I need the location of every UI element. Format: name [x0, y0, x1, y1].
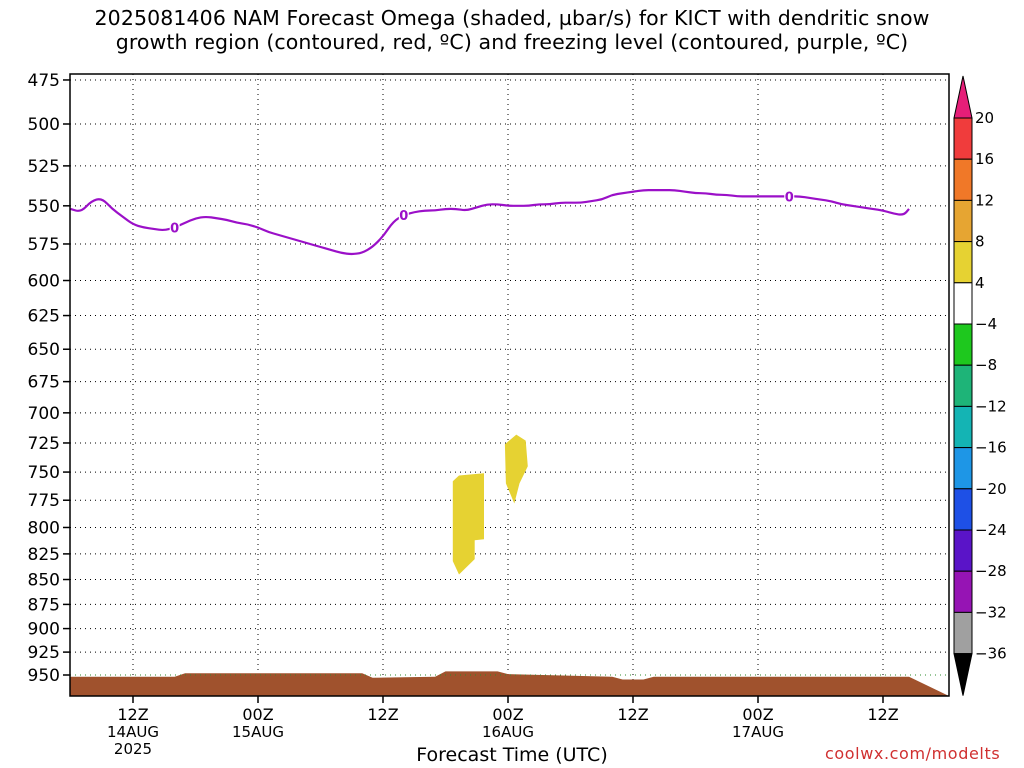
- colorbar-label-11: −24: [975, 521, 1007, 539]
- y-tick-label-850: 850: [28, 571, 60, 591]
- colorbar-segment-6: [953, 323, 973, 366]
- colorbar-label-1: 20: [975, 109, 994, 127]
- colorbar-label-7: −8: [975, 356, 997, 374]
- chart-title: 2025081406 NAM Forecast Omega (shaded, µ…: [0, 6, 1024, 54]
- colorbar: 20 16 12 8 4 −4 −8 −12 −16 −20 −24 −28 −32 −36: [953, 75, 1007, 696]
- freezing-level-label-1: 0: [170, 221, 179, 236]
- watermark: coolwx.com/modelts: [825, 744, 1001, 763]
- x-tick-label-42-1: 00Z: [492, 705, 523, 724]
- colorbar-segment-9: [953, 447, 973, 490]
- grid-lines: [70, 74, 949, 696]
- colorbar-segment-3: [953, 199, 973, 243]
- y-axis: 475 500 525 550 575 600 625 650 675 700 725 750 775 8…: [28, 71, 70, 686]
- x-tick-label-6-3: 2025: [114, 740, 152, 758]
- y-tick-label-500: 500: [28, 115, 60, 135]
- y-tick-label-875: 875: [28, 595, 60, 615]
- colorbar-label-2: 16: [975, 150, 994, 168]
- y-tick-label-525: 525: [28, 157, 60, 177]
- plot-border: [69, 73, 950, 697]
- colorbar-label-5: 4: [975, 274, 985, 292]
- colorbar-segment-11: [953, 529, 973, 572]
- colorbar-label-12: −28: [975, 562, 1007, 580]
- colorbar-label-10: −20: [975, 480, 1007, 498]
- colorbar-label-4: 8: [975, 233, 985, 251]
- colorbar-bottom-arrow: [953, 653, 973, 696]
- x-tick-label-54-1: 12Z: [617, 705, 648, 724]
- x-tick-label-66-2: 17AUG: [732, 723, 784, 741]
- plot-area: [70, 74, 949, 696]
- colorbar-segment-8: [953, 405, 973, 449]
- y-tick-label-775: 775: [28, 491, 60, 511]
- x-tick-label-66-1: 00Z: [742, 705, 773, 724]
- colorbar-label-14: −36: [975, 645, 1007, 663]
- colorbar-label-3: 12: [975, 191, 994, 209]
- y-tick-label-675: 675: [28, 373, 60, 393]
- colorbar-segment-7: [953, 364, 973, 407]
- freezing-level-line: [70, 188, 910, 256]
- freezing-level-label-bg-1: [169, 219, 180, 236]
- omega-shading: [452, 434, 528, 575]
- freezing-level-label-3: 0: [785, 190, 794, 205]
- plot-frame: [69, 73, 950, 697]
- y-tick-label-725: 725: [28, 434, 60, 454]
- y-tick-label-825: 825: [28, 545, 60, 565]
- colorbar-label-13: −32: [975, 603, 1007, 621]
- y-tick-label-650: 650: [28, 340, 60, 360]
- omega-region-1: [452, 473, 484, 575]
- colorbar-segment-2: [953, 158, 973, 201]
- x-tick-label-30-1: 12Z: [367, 705, 398, 724]
- y-tick-label-575: 575: [28, 235, 60, 255]
- y-tick-label-900: 900: [28, 620, 60, 640]
- y-tick-label-600: 600: [28, 272, 60, 292]
- colorbar-segment-13: [953, 611, 973, 655]
- plot-background: [70, 74, 949, 696]
- colorbar-segment-4: [953, 241, 973, 284]
- colorbar-segment-10: [953, 488, 973, 531]
- colorbar-label-9: −16: [975, 439, 1007, 457]
- y-tick-label-925: 925: [28, 643, 60, 663]
- y-tick-label-625: 625: [28, 307, 60, 327]
- colorbar-segment-1: [953, 117, 973, 160]
- freezing-level-label-2: 0: [399, 209, 408, 224]
- y-tick-label-750: 750: [28, 463, 60, 483]
- y-tick-label-800: 800: [28, 518, 60, 538]
- omega-region-2: [504, 434, 528, 504]
- x-tick-label-18-1: 00Z: [242, 705, 273, 724]
- surface-terrain: [70, 671, 949, 696]
- colorbar-label-8: −12: [975, 397, 1007, 415]
- x-tick-label-6-1: 12Z: [117, 705, 148, 724]
- colorbar-segment-12: [953, 570, 973, 613]
- y-tick-label-475: 475: [28, 71, 60, 91]
- freezing-level-label-bg-2: [398, 207, 409, 224]
- x-tick-label-6-2: 14AUG: [107, 723, 159, 741]
- colorbar-segment-5: [953, 282, 973, 325]
- x-tick-label-78-1: 12Z: [867, 705, 898, 724]
- colorbar-label-6: −4: [975, 315, 997, 333]
- y-tick-label-950: 950: [28, 666, 60, 686]
- y-tick-label-550: 550: [28, 197, 60, 217]
- surface-pressure-fill: [70, 671, 949, 696]
- freezing-level-contour: 0 0 0: [70, 188, 910, 256]
- x-tick-label-18-2: 15AUG: [232, 723, 284, 741]
- x-axis-label: Forecast Time (UTC): [416, 744, 608, 766]
- chart-title-line-2: growth region (contoured, red, ºC) and f…: [115, 30, 909, 54]
- x-tick-label-42-2: 16AUG: [482, 723, 534, 741]
- chart-title-line-1: 2025081406 NAM Forecast Omega (shaded, µ…: [94, 6, 930, 30]
- colorbar-top-arrow: [953, 75, 973, 119]
- y-tick-label-700: 700: [28, 404, 60, 424]
- freezing-level-label-bg-3: [784, 188, 795, 205]
